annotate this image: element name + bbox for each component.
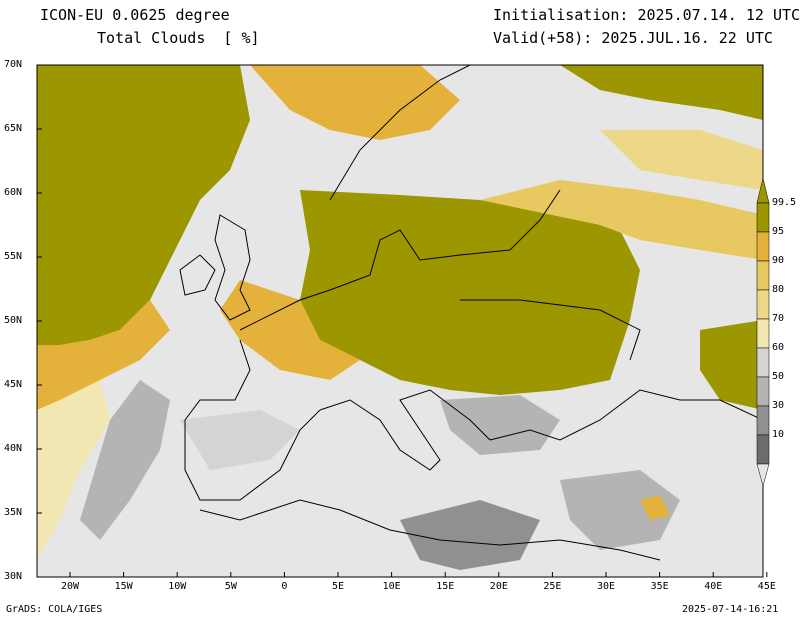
- init-time: Initialisation: 2025.07.14. 12 UTC: [493, 6, 800, 24]
- legend-swatch: [756, 376, 770, 407]
- legend-label: 60: [772, 342, 785, 353]
- lon-label: 35E: [650, 581, 669, 592]
- lat-label: 45N: [4, 379, 23, 390]
- lon-label: 15W: [114, 581, 133, 592]
- colorbar-legend: [756, 177, 770, 487]
- lon-label: 45E: [757, 581, 776, 592]
- lon-label: 5W: [224, 581, 237, 592]
- lon-label: 15E: [436, 581, 455, 592]
- lon-label: 20W: [61, 581, 80, 592]
- legend-swatch: [756, 231, 770, 262]
- lon-label: 25E: [543, 581, 562, 592]
- footer-grads: GrADS: COLA/IGES: [6, 604, 103, 615]
- axis-ticks: [37, 64, 768, 578]
- legend-swatch: [756, 434, 770, 465]
- lat-label: 55N: [4, 251, 23, 262]
- lat-label: 40N: [4, 443, 23, 454]
- lat-label: 60N: [4, 187, 23, 198]
- lat-label: 50N: [4, 315, 23, 326]
- model-title: ICON-EU 0.0625 degree: [40, 6, 230, 24]
- lon-label: 20E: [489, 581, 508, 592]
- legend-label: 30: [772, 400, 785, 411]
- lat-label: 70N: [4, 59, 23, 70]
- lon-label: 30E: [597, 581, 616, 592]
- lat-label: 35N: [4, 507, 23, 518]
- lon-label: 40E: [704, 581, 723, 592]
- legend-min-arrow: [756, 463, 770, 487]
- footer-timestamp: 2025-07-14-16:21: [682, 604, 779, 615]
- lon-label: 10W: [168, 581, 187, 592]
- legend-label: 80: [772, 284, 785, 295]
- lon-label: 5E: [332, 581, 345, 592]
- legend-label: 95: [772, 226, 785, 237]
- legend-label: 50: [772, 371, 785, 382]
- lat-label: 30N: [4, 571, 23, 582]
- lat-label: 65N: [4, 123, 23, 134]
- legend-swatch: [756, 405, 770, 436]
- legend-label: 70: [772, 313, 785, 324]
- legend-swatch: [756, 202, 770, 233]
- legend-swatch: [756, 260, 770, 291]
- lon-label: 10E: [382, 581, 401, 592]
- legend-swatch: [756, 347, 770, 378]
- valid-time: Valid(+58): 2025.JUL.16. 22 UTC: [493, 29, 773, 47]
- legend-swatch: [756, 289, 770, 320]
- legend-label: 99.5: [772, 197, 797, 208]
- variable-title: Total Clouds [ %]: [97, 29, 260, 47]
- legend-label: 10: [772, 429, 785, 440]
- lon-label: 0: [281, 581, 288, 592]
- cloud-field: [37, 65, 763, 577]
- legend-label: 90: [772, 255, 785, 266]
- legend-swatch: [756, 318, 770, 349]
- coastlines: [179, 65, 763, 561]
